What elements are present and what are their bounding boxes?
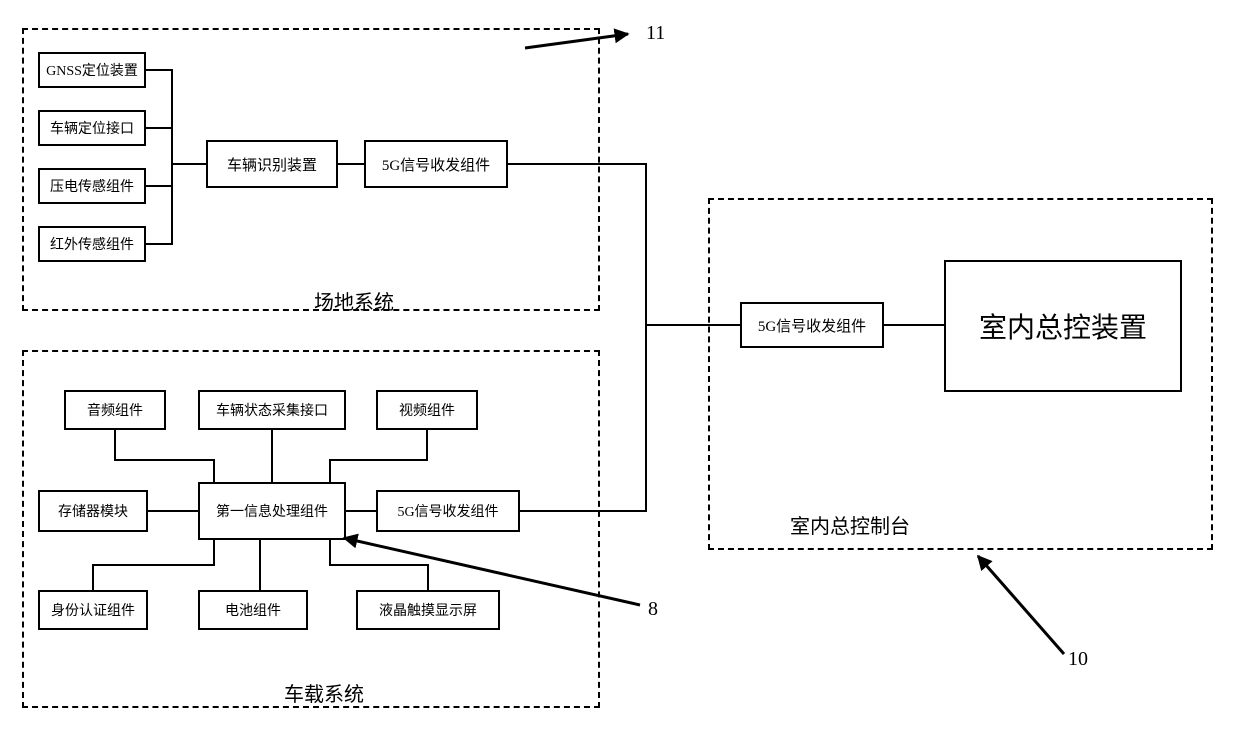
box-label-idauth: 身份认证组件 <box>51 600 135 620</box>
box-lcd: 液晶触摸显示屏 <box>356 590 500 630</box>
box-mem: 存储器模块 <box>38 490 148 532</box>
box-label-recog: 车辆识别装置 <box>227 154 317 175</box>
panel-title-control: 室内总控制台 <box>790 510 910 539</box>
box-idauth: 身份认证组件 <box>38 590 148 630</box>
box-label-proc: 第一信息处理组件 <box>216 501 328 521</box>
box-v5g: 5G信号收发组件 <box>376 490 520 532</box>
box-label-audio: 音频组件 <box>87 400 143 420</box>
callout-label-c11: 11 <box>646 22 665 45</box>
box-gnss: GNSS定位装置 <box>38 52 146 88</box>
box-label-master: 室内总控装置 <box>979 306 1147 346</box>
box-audio: 音频组件 <box>64 390 166 430</box>
box-label-ir: 红外传感组件 <box>50 234 134 254</box>
box-label-battery: 电池组件 <box>225 600 281 620</box>
box-vstate: 车辆状态采集接口 <box>198 390 346 430</box>
box-recog: 车辆识别装置 <box>206 140 338 188</box>
callout-arrow-c10 <box>978 556 1064 654</box>
box-label-lcd: 液晶触摸显示屏 <box>379 600 477 620</box>
box-proc: 第一信息处理组件 <box>198 482 346 540</box>
box-label-c5g: 5G信号收发组件 <box>758 315 866 336</box>
callout-label-c10: 10 <box>1068 648 1088 671</box>
panel-title-vehicle: 车载系统 <box>284 678 364 707</box>
box-label-locIF: 车辆定位接口 <box>50 118 134 138</box>
box-master: 室内总控装置 <box>944 260 1182 392</box>
box-video: 视频组件 <box>376 390 478 430</box>
box-f5g: 5G信号收发组件 <box>364 140 508 188</box>
box-piezo: 压电传感组件 <box>38 168 146 204</box>
callout-label-c8: 8 <box>648 598 658 621</box>
box-label-piezo: 压电传感组件 <box>50 176 134 196</box>
box-label-vstate: 车辆状态采集接口 <box>216 400 328 420</box>
diagram-stage: 场地系统车载系统 室内总控制台 GNSS定位装置车辆定位接口压电传感组件红外传感组件… <box>0 0 1240 739</box>
box-label-gnss: GNSS定位装置 <box>46 60 138 80</box>
box-label-mem: 存储器模块 <box>58 501 128 521</box>
box-battery: 电池组件 <box>198 590 308 630</box>
box-label-f5g: 5G信号收发组件 <box>382 154 490 175</box>
box-ir: 红外传感组件 <box>38 226 146 262</box>
box-locIF: 车辆定位接口 <box>38 110 146 146</box>
box-label-video: 视频组件 <box>399 400 455 420</box>
box-c5g: 5G信号收发组件 <box>740 302 884 348</box>
box-label-v5g: 5G信号收发组件 <box>397 501 498 521</box>
panel-title-field: 场地系统 <box>314 286 394 315</box>
